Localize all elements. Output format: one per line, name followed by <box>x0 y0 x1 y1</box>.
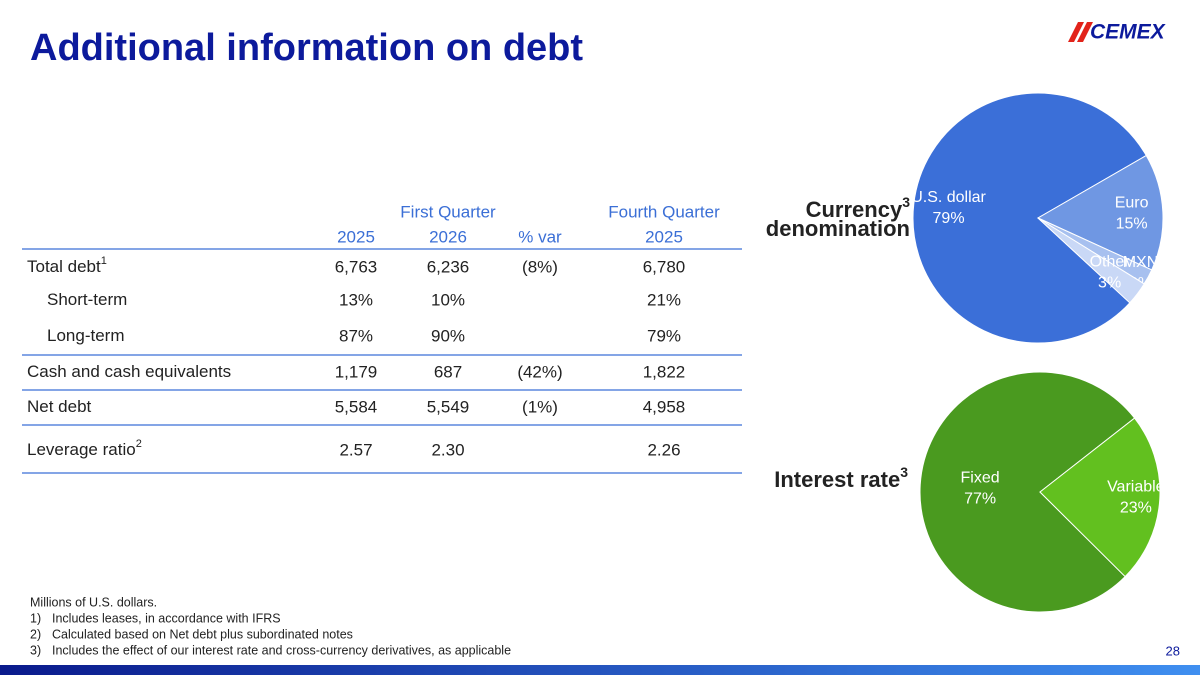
footer-bar <box>0 665 1200 675</box>
footnote: Millions of U.S. dollars. <box>30 595 157 609</box>
slice-label: Other 3% <box>1090 254 1131 292</box>
row-label: Short-term <box>47 290 127 309</box>
table-cell: 1,179 <box>335 362 378 381</box>
pie-slice <box>1039 417 1161 578</box>
pie-title-note: 3 <box>902 194 910 210</box>
column-group-header: Fourth Quarter <box>608 202 720 221</box>
footnote: Includes leases, in accordance with IFRS <box>52 611 281 625</box>
table-cell: 87% <box>339 326 373 345</box>
pie-title-note: 3 <box>900 464 908 480</box>
table-cell: 2.26 <box>647 440 680 459</box>
slice-label-name: Other <box>1090 254 1131 271</box>
slice-label: U.S. dollar 79% <box>911 189 986 227</box>
column-header: 2025 <box>337 227 375 246</box>
pie-title-line: Currency <box>806 197 903 222</box>
slide-title: Additional information on debt <box>30 27 583 69</box>
footnote-marker: 2) <box>30 627 41 641</box>
table-cell: (1%) <box>522 397 558 416</box>
table-cell: 687 <box>434 362 462 381</box>
row-label: Leverage ratio2 <box>27 438 142 460</box>
logo: CEMEX <box>1068 21 1167 44</box>
slice-label-name: Euro <box>1115 195 1149 212</box>
table-cell: 6,763 <box>335 257 378 276</box>
slice-label-value: 15% <box>1116 216 1148 233</box>
table-cell: 79% <box>647 326 681 345</box>
table-cell: 6,236 <box>427 257 470 276</box>
table-cell: 1,822 <box>643 362 686 381</box>
pie-title: Interest rate3 <box>774 464 908 492</box>
slice-label-value: 3% <box>1098 275 1121 292</box>
footnote-marker: 3) <box>30 643 41 657</box>
slice-label-value: 23% <box>1120 500 1152 517</box>
pie-slice <box>912 92 1147 344</box>
pie-title-line: Interest rate <box>774 467 900 492</box>
table-cell: (8%) <box>522 257 558 276</box>
pie-slice <box>919 371 1136 613</box>
table-cell: 5,584 <box>335 397 378 416</box>
slice-label-name: Fixed <box>961 470 1000 487</box>
row-label-note: 1 <box>101 255 107 267</box>
slice-label: Euro 15% <box>1115 195 1149 233</box>
table-cell: (42%) <box>517 362 562 381</box>
table-cell: 6,780 <box>643 257 686 276</box>
page-number: 28 <box>1166 643 1180 658</box>
column-header: % var <box>518 227 562 246</box>
table-cell: 21% <box>647 290 681 309</box>
row-label: Total debt1 <box>27 255 107 277</box>
row-label-text: Cash and cash equivalents <box>27 362 231 381</box>
footnote-marker: 1) <box>30 611 41 625</box>
slice-label-value: 79% <box>933 210 965 227</box>
table-cell: 90% <box>431 326 465 345</box>
pie-slice <box>1037 217 1145 304</box>
row-label: Long-term <box>47 326 124 345</box>
table-cell: 10% <box>431 290 465 309</box>
table-cell: 4,958 <box>643 397 686 416</box>
row-label-note: 2 <box>136 438 142 450</box>
pie-title-line: denomination <box>766 216 910 241</box>
slice-label-name: MXN <box>1123 254 1159 271</box>
row-label-text: Short-term <box>47 290 127 309</box>
row-label-text: Long-term <box>47 326 124 345</box>
row-label-text: Total debt <box>27 257 101 276</box>
row-label-text: Net debt <box>27 397 92 416</box>
table-cell: 13% <box>339 290 373 309</box>
column-group-header: First Quarter <box>400 202 496 221</box>
slice-label-name: U.S. dollar <box>911 189 986 206</box>
pie-slice <box>1036 154 1164 271</box>
footnote: Calculated based on Net debt plus subord… <box>52 627 353 641</box>
table-cell: 2.30 <box>431 440 464 459</box>
table-cell: 2.57 <box>339 440 372 459</box>
footnote: Includes the effect of our interest rate… <box>52 643 511 657</box>
table-cell: 5,549 <box>427 397 470 416</box>
slice-label: Fixed 77% <box>961 470 1000 508</box>
column-header: 2026 <box>429 227 467 246</box>
column-header: 2025 <box>645 227 683 246</box>
row-label: Cash and cash equivalents <box>27 362 231 381</box>
logo-text: CEMEX <box>1090 21 1167 44</box>
pie-title: Currency3 denomination <box>766 194 910 241</box>
slice-label-value: 77% <box>964 491 996 508</box>
slice-label-name: Variable <box>1107 479 1165 496</box>
slice-label: Variable 23% <box>1107 479 1165 517</box>
row-label: Net debt <box>27 397 92 416</box>
row-label-text: Leverage ratio <box>27 440 136 459</box>
